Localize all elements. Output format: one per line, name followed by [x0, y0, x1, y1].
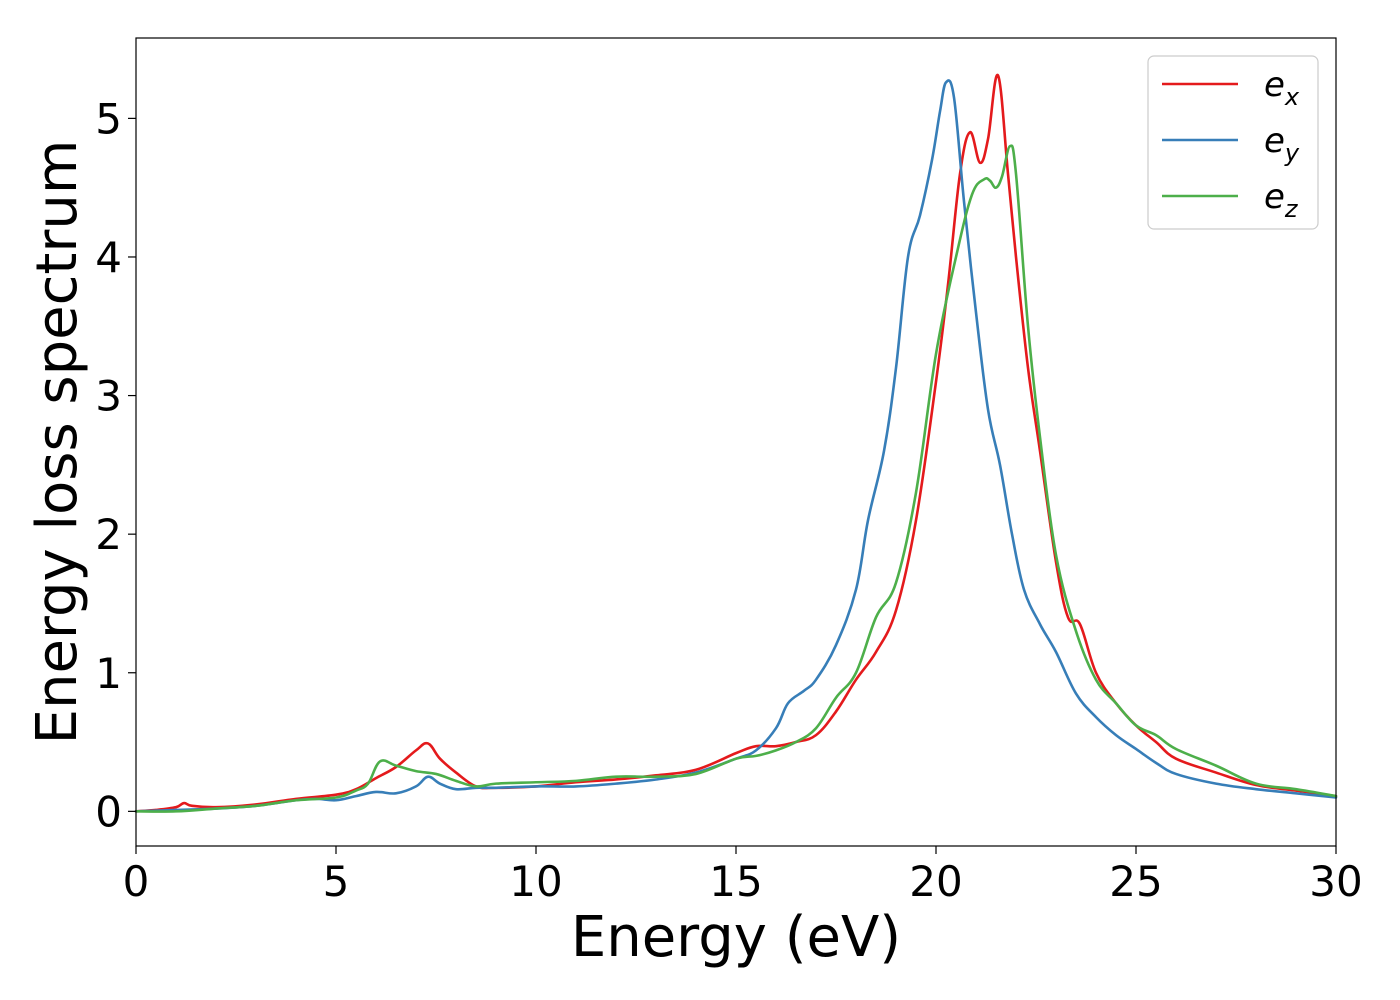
legend-box	[1147, 55, 1319, 230]
x-tick-label: 25	[1109, 857, 1162, 906]
y-axis-label: Energy loss spectrum	[25, 140, 90, 745]
y-tick-label: 5	[95, 94, 122, 143]
y-tick-label: 3	[95, 372, 122, 421]
x-tick-label: 15	[709, 857, 762, 906]
series-line-e-y	[134, 79, 1338, 813]
x-tick-label: 5	[323, 857, 350, 906]
x-tick-label: 30	[1309, 857, 1362, 906]
plot-frame	[135, 37, 1337, 847]
legend-label-e-z: ez	[1264, 177, 1299, 223]
legend-label-e-x: ex	[1264, 65, 1300, 111]
x-tick-label: 0	[123, 857, 150, 906]
series-layer	[134, 74, 1338, 813]
y-tick-label: 1	[95, 649, 122, 698]
x-axis-label: Energy (eV)	[571, 905, 901, 970]
y-tick-label: 2	[95, 510, 122, 559]
legend: ex ey ez	[1147, 55, 1319, 230]
x-tick-label: 20	[909, 857, 962, 906]
x-tick-label: 10	[509, 857, 562, 906]
series-line-e-z	[134, 144, 1338, 813]
y-tick-label: 0	[95, 787, 122, 836]
x-ticks: 0 5 10 15 20 25 30	[123, 846, 1363, 906]
y-tick-label: 4	[95, 233, 122, 282]
y-ticks: 0 1 2 3 4 5	[95, 94, 136, 836]
legend-label-e-y: ey	[1264, 121, 1300, 167]
